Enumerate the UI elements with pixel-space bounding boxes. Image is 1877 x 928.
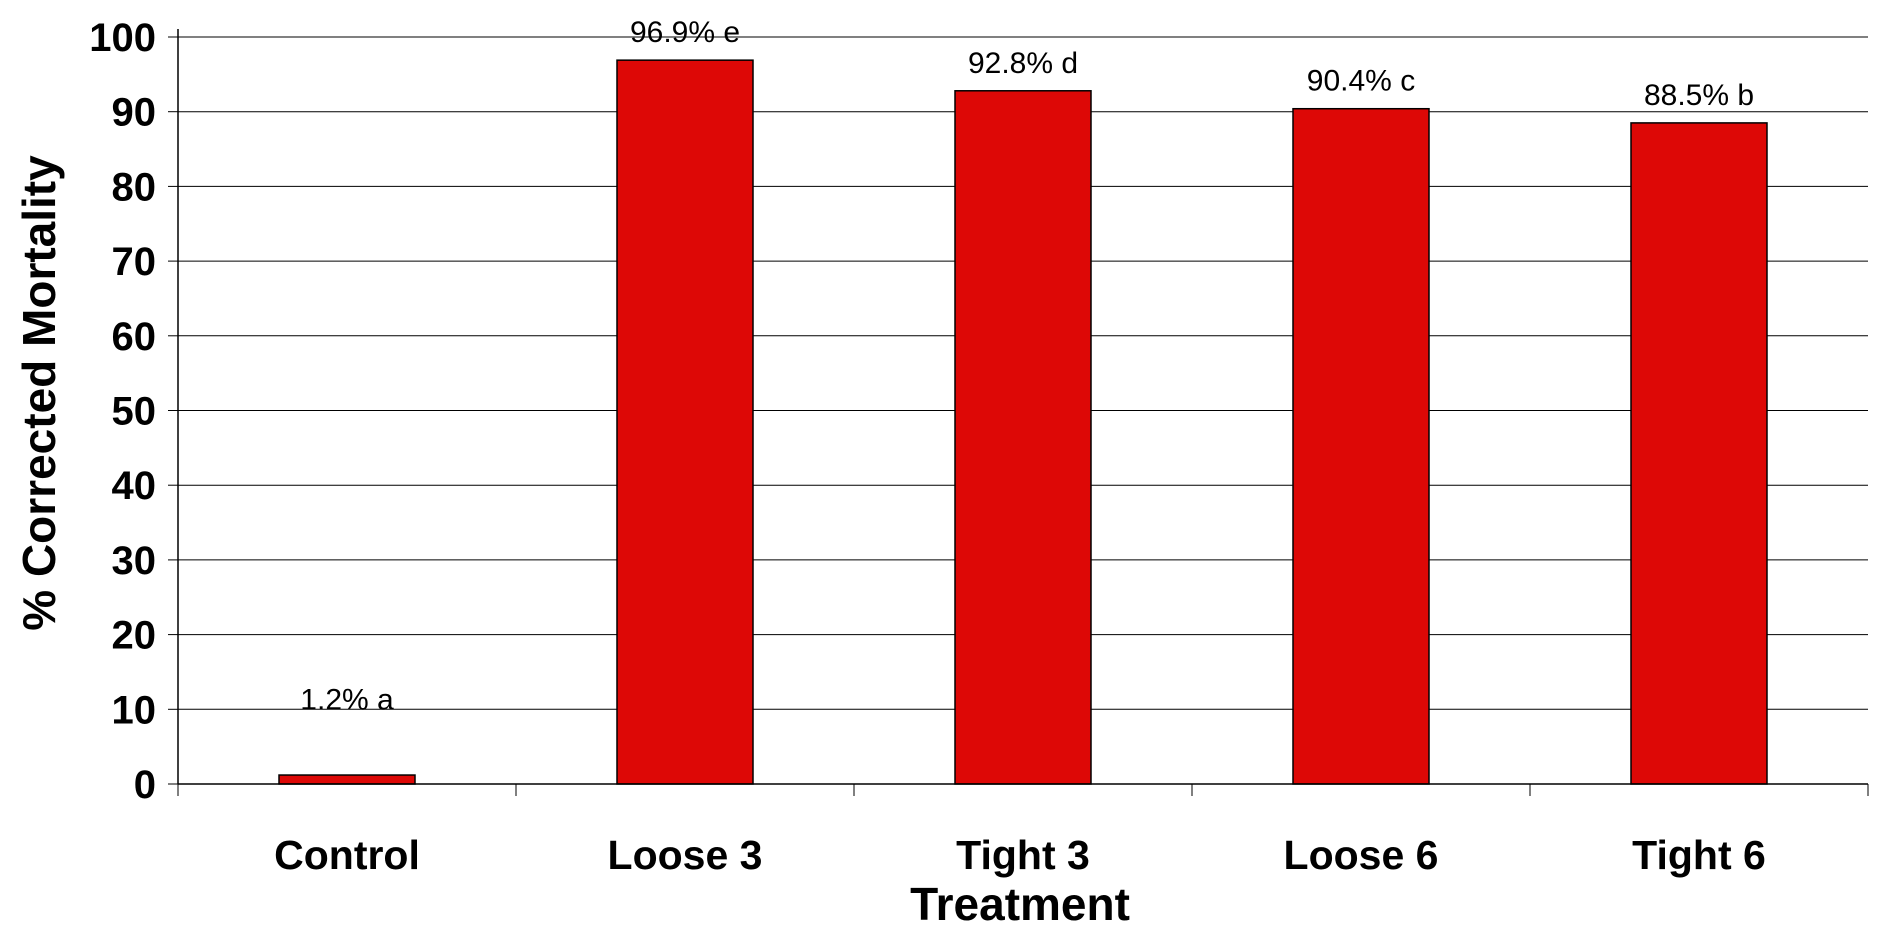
bar-tight-3 (954, 90, 1092, 785)
y-tick-label-20: 20 (112, 614, 157, 658)
y-tick-label-90: 90 (112, 91, 157, 135)
y-axis-title: % Corrected Mortality (13, 155, 65, 631)
data-label-loose-6: 90.4% c (1307, 65, 1415, 98)
data-label-tight-6: 88.5% b (1644, 79, 1754, 112)
y-tick-label-40: 40 (112, 464, 157, 508)
y-tick-label-60: 60 (112, 315, 157, 359)
y-tick-label-70: 70 (112, 240, 157, 284)
y-tick-label-50: 50 (112, 390, 157, 434)
bar-tight-6 (1630, 122, 1768, 785)
data-labels: 1.2% a 96.9% e 92.8% d 90.4% c 88.5% b (300, 16, 1754, 716)
x-category-label-tight-3: Tight 3 (956, 832, 1090, 878)
y-tick-label-100: 100 (89, 16, 156, 60)
bar-control (278, 774, 416, 785)
x-category-label-control: Control (274, 832, 420, 878)
x-axis-title: Treatment (910, 878, 1130, 928)
y-tick-label-80: 80 (112, 165, 157, 209)
data-label-tight-3: 92.8% d (968, 47, 1078, 80)
x-category-label-tight-6: Tight 6 (1632, 832, 1766, 878)
y-tick-label-10: 10 (112, 688, 157, 732)
x-category-labels: Control Loose 3 Tight 3 Loose 6 Tight 6 (274, 832, 1766, 878)
data-label-loose-3: 96.9% e (630, 16, 740, 49)
axes (168, 29, 1869, 796)
x-category-label-loose-3: Loose 3 (608, 832, 763, 878)
bars (278, 59, 1768, 785)
data-label-control: 1.2% a (300, 683, 394, 716)
x-category-label-loose-6: Loose 6 (1284, 832, 1439, 878)
y-tick-label-30: 30 (112, 539, 157, 583)
y-tick-labels: 0 10 20 30 40 50 60 70 80 90 100 (89, 16, 156, 807)
bar-loose-6 (1292, 107, 1430, 785)
y-tick-label-0: 0 (134, 763, 156, 807)
bar-loose-3 (616, 59, 754, 785)
